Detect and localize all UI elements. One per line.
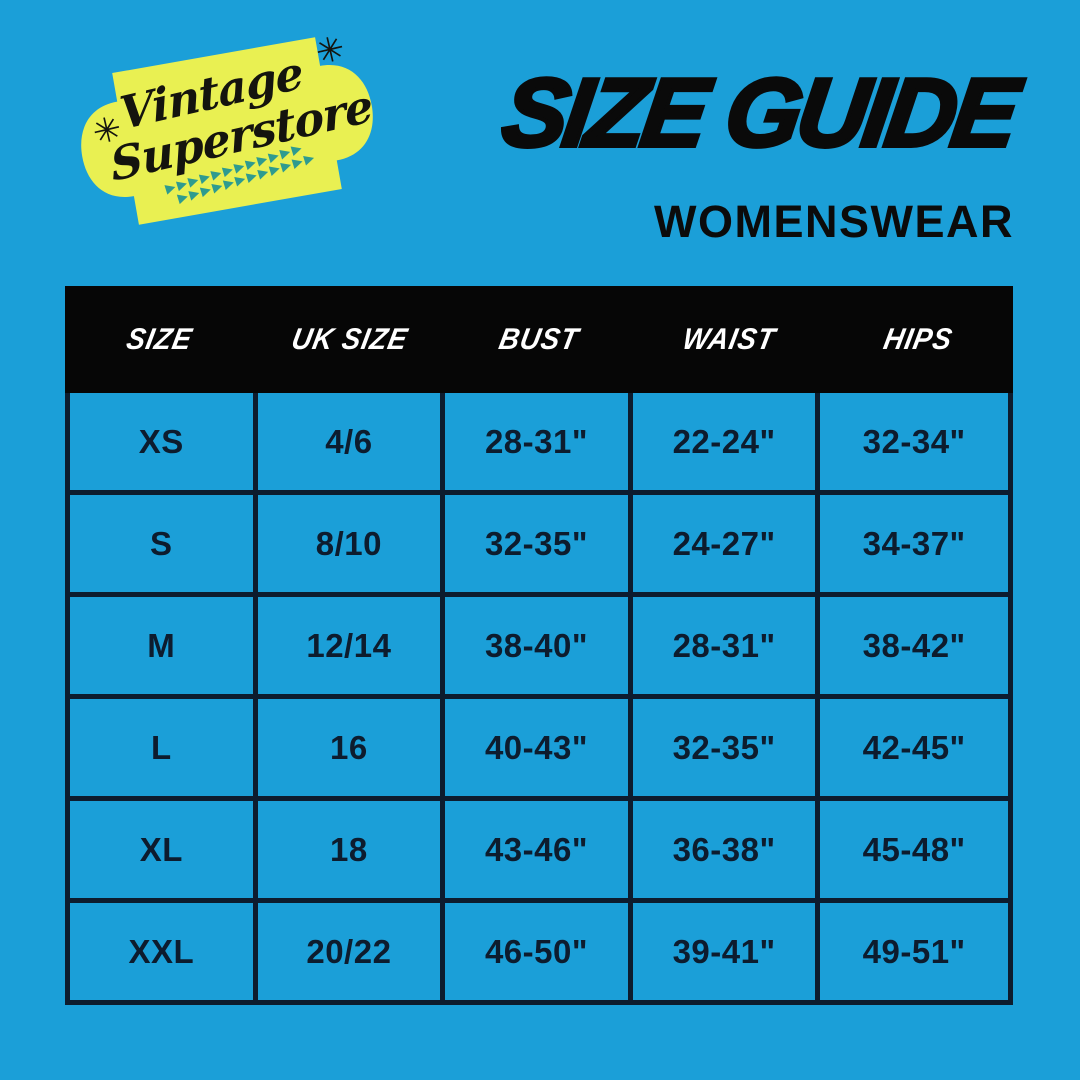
table-cell: 18 [258,801,446,898]
table-row-l: L 16 40-43" 32-35" 42-45" [70,699,1008,801]
table-row-s: S 8/10 32-35" 24-27" 34-37" [70,495,1008,597]
table-cell: L [70,699,258,796]
size-table-header: SIZE UK SIZE BUST WAIST HIPS [65,286,1013,393]
table-cell: 49-51" [862,932,966,970]
table-row-xl: XL 18 43-46" 36-38" 45-48" [70,801,1008,903]
column-header-waist: WAIST [679,322,778,356]
table-cell: 38-40" [445,597,633,694]
badge-shape-icon [81,37,373,225]
table-cell: XS [70,393,258,490]
table-cell: 28-31" [633,597,821,694]
column-header-uk-size: UK SIZE [288,322,411,356]
table-cell: 36-38" [633,801,821,898]
table-cell: 40-43" [445,699,633,796]
table-cell: 24-27" [633,495,821,592]
table-cell: 38-42" [862,626,966,664]
table-cell: 39-41" [633,903,821,1000]
table-cell: 16 [258,699,446,796]
table-cell: XXL [70,903,258,1000]
logo-badge: ✳ ✳ Vintage Superstore ▶▶▶▶▶▶▶▶▶▶▶▶ ▶▶▶▶… [63,17,391,245]
table-cell: XL [70,801,258,898]
table-cell: 32-35" [633,699,821,796]
table-cell: M [70,597,258,694]
column-header-bust: BUST [496,322,582,356]
table-cell: 32-34" [862,422,966,460]
table-cell: 12/14 [258,597,446,694]
column-header-hips: HIPS [881,322,956,356]
size-table-body: XS 4/6 28-31" 22-24" 32-34" S 8/10 32-35… [65,393,1013,1005]
table-cell: 22-24" [633,393,821,490]
table-row-m: M 12/14 38-40" 28-31" 38-42" [70,597,1008,699]
title-block: SIZE GUIDE WOMENSWEAR [495,40,1024,248]
table-cell: 8/10 [258,495,446,592]
table-cell: 43-46" [445,801,633,898]
table-cell: 42-45" [862,728,966,766]
table-row-xxl: XXL 20/22 46-50" 39-41" 49-51" [70,903,1008,1000]
page-title: SIZE GUIDE [495,56,1024,169]
table-row-xs: XS 4/6 28-31" 22-24" 32-34" [70,393,1008,495]
table-cell: S [70,495,258,592]
column-header-size: SIZE [124,322,196,356]
page-subtitle: WOMENSWEAR [654,195,1014,247]
table-cell: 46-50" [445,903,633,1000]
table-cell: 20/22 [258,903,446,1000]
table-cell: 45-48" [862,830,966,868]
table-cell: 32-35" [445,495,633,592]
table-cell: 34-37" [862,524,966,562]
size-table: SIZE UK SIZE BUST WAIST HIPS XS 4/6 28-3… [65,286,1013,1005]
table-cell: 4/6 [258,393,446,490]
table-cell: 28-31" [445,393,633,490]
